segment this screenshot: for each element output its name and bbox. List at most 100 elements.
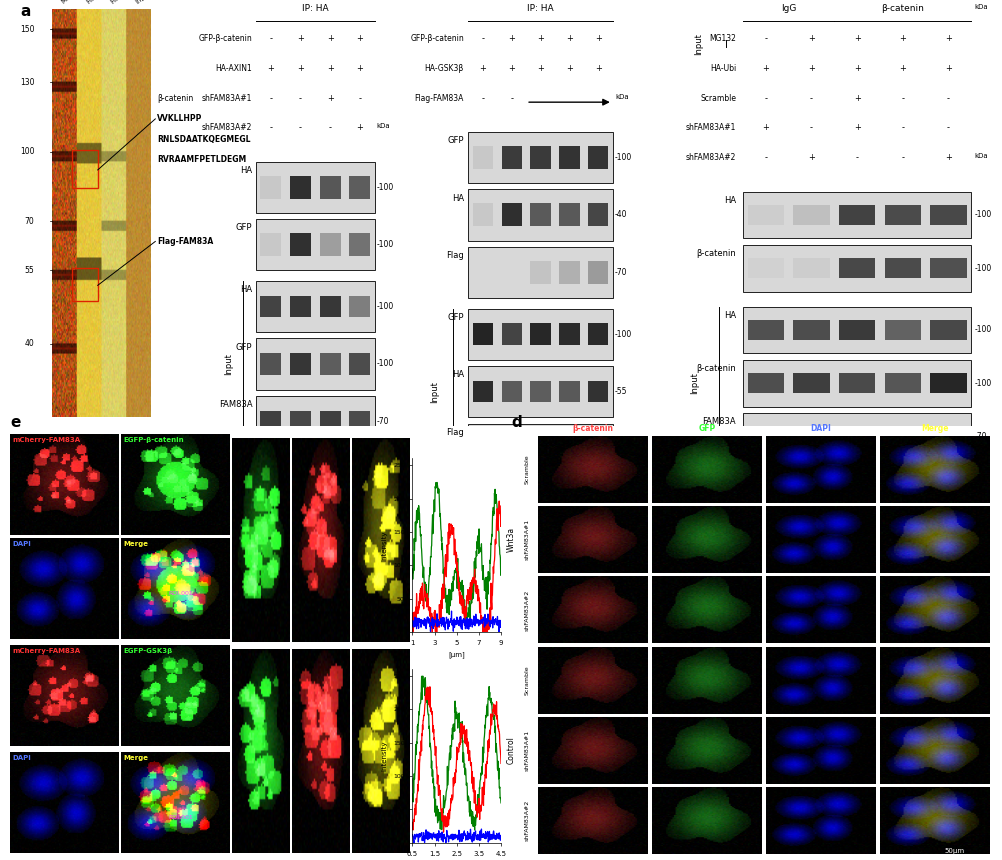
Bar (559, 146, 579, 169)
Text: Input: Input (693, 33, 702, 54)
Text: β-catenin: β-catenin (696, 364, 736, 373)
Bar (794, 320, 830, 341)
Text: -: - (481, 94, 484, 102)
Text: HA: HA (452, 194, 464, 203)
Text: mCherry-FAM83A: mCherry-FAM83A (12, 438, 80, 443)
Bar (747, 373, 785, 393)
Bar (261, 411, 282, 433)
Bar (559, 381, 579, 402)
Bar (320, 296, 341, 317)
Y-axis label: Intensity: Intensity (382, 740, 388, 771)
Text: GFP: GFP (235, 224, 253, 232)
Text: -: - (299, 94, 302, 102)
Text: +: + (537, 34, 544, 43)
Text: Input: Input (690, 372, 699, 394)
Bar (930, 258, 967, 279)
Text: shFAM83A#2: shFAM83A#2 (202, 124, 253, 132)
Text: -: - (856, 153, 859, 163)
Text: HA-AXIN1: HA-AXIN1 (215, 64, 253, 73)
Bar (256, 339, 375, 390)
Text: -100: -100 (975, 325, 992, 335)
Text: HA-GSK3β: HA-GSK3β (425, 64, 464, 73)
Bar (291, 353, 311, 375)
Bar (588, 323, 608, 345)
Bar (743, 192, 971, 238)
Bar (468, 309, 612, 359)
Bar (320, 175, 341, 199)
Text: FAM83A: FAM83A (218, 400, 253, 409)
Text: -: - (329, 124, 332, 132)
Bar (885, 426, 921, 446)
Text: +: + (297, 64, 304, 73)
Text: shFAM83A#2: shFAM83A#2 (524, 589, 529, 630)
Text: +: + (566, 64, 573, 73)
Text: +: + (763, 64, 770, 73)
Bar (743, 359, 971, 407)
Text: +: + (900, 34, 906, 43)
Text: Input: Input (430, 381, 439, 402)
Bar (559, 204, 579, 226)
Bar (885, 205, 921, 225)
Text: kDa: kDa (975, 4, 988, 10)
Bar (839, 258, 876, 279)
Text: 70: 70 (25, 217, 34, 225)
Bar (930, 320, 967, 341)
Text: -100: -100 (377, 240, 394, 249)
Text: GFP-β-catenin: GFP-β-catenin (198, 34, 253, 43)
Bar (350, 353, 370, 375)
Text: 100: 100 (20, 147, 34, 156)
Text: +: + (854, 64, 861, 73)
Bar (468, 247, 612, 298)
Bar (291, 296, 311, 317)
Text: FAM83A: FAM83A (702, 417, 736, 427)
Text: +: + (327, 34, 334, 43)
Bar (794, 205, 830, 225)
Text: 40: 40 (25, 339, 34, 348)
Bar (839, 373, 876, 393)
Bar (256, 162, 375, 213)
Text: HA: HA (240, 286, 253, 294)
Text: e: e (10, 415, 20, 430)
Bar (502, 381, 522, 402)
Text: Input: Input (223, 353, 232, 375)
Text: HA: HA (724, 310, 736, 320)
Text: -100: -100 (615, 153, 632, 162)
Bar (559, 261, 579, 284)
Bar (502, 323, 522, 345)
Bar (291, 233, 311, 256)
Text: -100: -100 (377, 359, 394, 368)
Y-axis label: Intensity: Intensity (382, 530, 388, 561)
Text: β-catenin: β-catenin (157, 94, 193, 103)
Text: GFP: GFP (235, 342, 253, 352)
Text: Control: Control (507, 736, 515, 765)
Text: β-catenin: β-catenin (572, 424, 613, 433)
Bar (743, 245, 971, 292)
Bar (743, 413, 971, 460)
Bar (72, 150, 97, 188)
Text: RNLSDAATKQEGMEGL: RNLSDAATKQEGMEGL (157, 135, 250, 144)
Text: +: + (508, 64, 515, 73)
Bar (588, 439, 608, 460)
Text: -: - (810, 94, 813, 102)
Bar (747, 205, 785, 225)
Bar (350, 175, 370, 199)
Bar (930, 205, 967, 225)
Text: +: + (945, 34, 952, 43)
Bar (794, 258, 830, 279)
Bar (743, 306, 971, 353)
Text: -100: -100 (975, 264, 992, 273)
Text: -40: -40 (615, 211, 627, 219)
Text: Input: Input (134, 0, 152, 4)
Text: +: + (327, 64, 334, 73)
Bar (502, 439, 522, 460)
Text: kDa: kDa (975, 153, 988, 159)
Bar (468, 424, 612, 475)
Text: GFP-β-catenin: GFP-β-catenin (410, 34, 464, 43)
Text: +: + (808, 153, 815, 163)
Text: -100: -100 (975, 211, 992, 219)
Bar (350, 411, 370, 433)
Text: -: - (901, 124, 904, 132)
Bar (794, 426, 830, 446)
Text: +: + (357, 64, 364, 73)
Text: +: + (595, 64, 602, 73)
